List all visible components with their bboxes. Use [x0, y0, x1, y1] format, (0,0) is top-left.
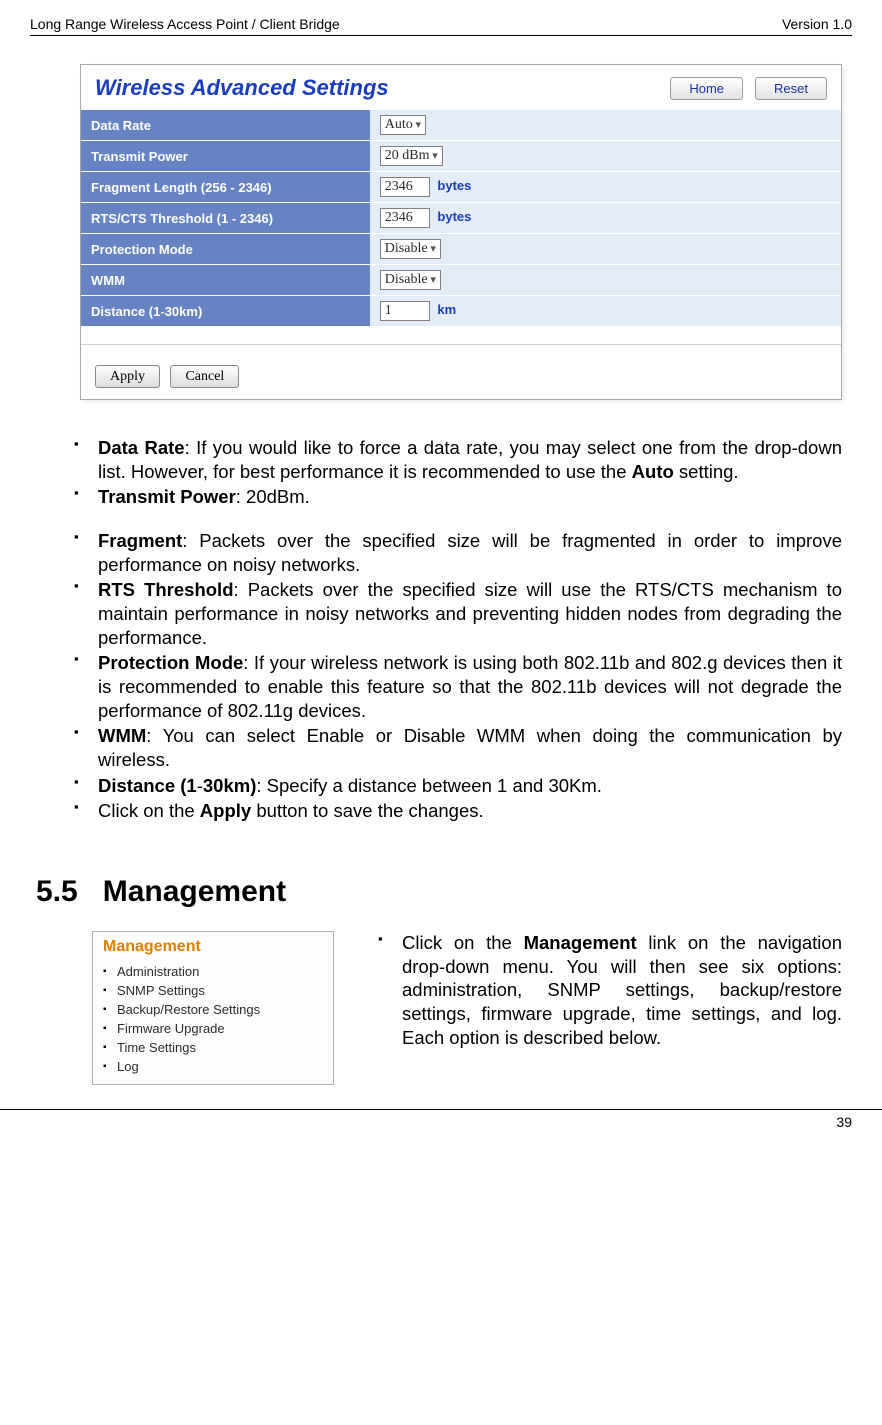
settings-table: Data Rate Auto Transmit Power 20 dBm Fra… — [81, 109, 841, 326]
nav-log[interactable]: Log — [103, 1057, 323, 1076]
reset-button[interactable]: Reset — [755, 77, 827, 100]
label-data-rate: Data Rate — [81, 110, 370, 141]
protection-select[interactable]: Disable — [380, 239, 441, 259]
panel-title: Wireless Advanced Settings — [95, 75, 389, 101]
home-button[interactable]: Home — [670, 77, 743, 100]
bullet-protection: Protection Mode: If your wireless networ… — [70, 651, 842, 722]
fragment-unit: bytes — [437, 178, 471, 193]
label-rtscts: RTS/CTS Threshold (1 - 2346) — [81, 203, 370, 234]
nav-snmp-settings[interactable]: SNMP Settings — [103, 981, 323, 1000]
page-footer: 39 — [0, 1109, 882, 1144]
management-description: Click on the Management link on the navi… — [374, 931, 842, 1085]
header-right: Version 1.0 — [782, 16, 852, 32]
bullet-distance: Distance (1-30km): Specify a distance be… — [70, 774, 842, 798]
rtscts-input[interactable]: 2346 — [380, 208, 430, 228]
nav-administration[interactable]: Administration — [103, 962, 323, 981]
label-tx-power: Transmit Power — [81, 141, 370, 172]
rtscts-unit: bytes — [437, 209, 471, 224]
label-protection: Protection Mode — [81, 234, 370, 265]
bullet-tx-power: Transmit Power: 20dBm. — [70, 485, 842, 509]
fragment-input[interactable]: 2346 — [380, 177, 430, 197]
label-wmm: WMM — [81, 265, 370, 296]
wireless-advanced-settings-panel: Wireless Advanced Settings Home Reset Da… — [80, 64, 842, 400]
section-heading: 5.5 Management — [36, 875, 852, 909]
header-left: Long Range Wireless Access Point / Clien… — [30, 16, 340, 32]
cancel-button[interactable]: Cancel — [170, 365, 239, 388]
distance-input[interactable]: 1 — [380, 301, 430, 321]
bullet-rts: RTS Threshold: Packets over the specifie… — [70, 578, 842, 649]
nav-time-settings[interactable]: Time Settings — [103, 1038, 323, 1057]
apply-button[interactable]: Apply — [95, 365, 160, 388]
nav-firmware-upgrade[interactable]: Firmware Upgrade — [103, 1019, 323, 1038]
bullet-apply: Click on the Apply button to save the ch… — [70, 799, 842, 823]
label-distance: Distance (1-30km) — [81, 296, 370, 327]
management-nav-title: Management — [103, 938, 323, 956]
bullet-fragment: Fragment: Packets over the specified siz… — [70, 529, 842, 576]
description-list: Data Rate: If you would like to force a … — [70, 436, 842, 823]
management-nav-panel: Management Administration SNMP Settings … — [92, 931, 334, 1085]
tx-power-select[interactable]: 20 dBm — [380, 146, 443, 166]
distance-unit: km — [437, 302, 456, 317]
wmm-select[interactable]: Disable — [380, 270, 441, 290]
nav-backup-restore[interactable]: Backup/Restore Settings — [103, 1000, 323, 1019]
data-rate-select[interactable]: Auto — [380, 115, 426, 135]
page-number: 39 — [836, 1114, 852, 1130]
label-fragment: Fragment Length (256 - 2346) — [81, 172, 370, 203]
page-header: Long Range Wireless Access Point / Clien… — [30, 16, 852, 36]
bullet-wmm: WMM: You can select Enable or Disable WM… — [70, 724, 842, 771]
bullet-data-rate: Data Rate: If you would like to force a … — [70, 436, 842, 483]
